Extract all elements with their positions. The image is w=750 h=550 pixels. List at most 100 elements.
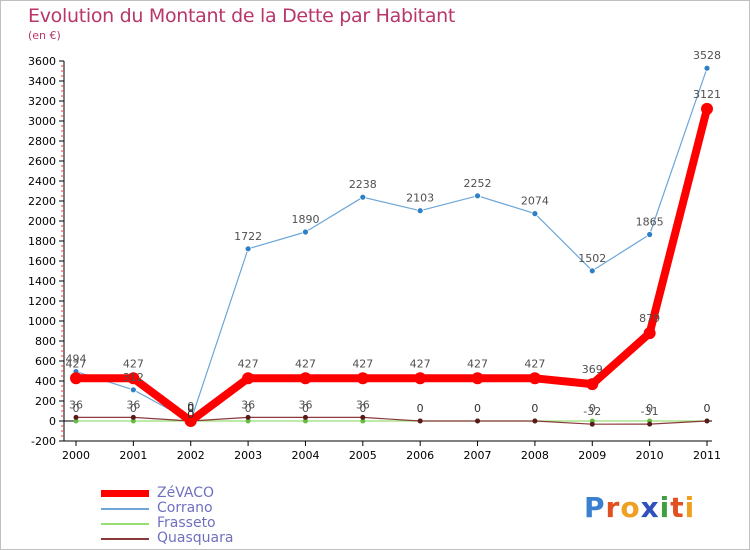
logo-letter: r	[605, 491, 621, 524]
data-label-frasseto: 0	[589, 402, 596, 415]
y-tick-label: 3400	[28, 75, 56, 88]
data-label-zvaco: 369	[582, 363, 603, 376]
data-point-frasseto	[73, 418, 79, 424]
data-label-quasquara: 36	[69, 398, 83, 411]
series-line-zvaco	[72, 104, 711, 425]
data-label-zvaco: 3121	[693, 88, 721, 101]
data-point-corrano	[588, 267, 596, 275]
y-tick-label: 1600	[28, 255, 56, 268]
legend-item-corrano: Corrano	[101, 501, 233, 516]
x-tick-label: 2001	[119, 449, 147, 462]
data-label-corrano: 2103	[406, 192, 434, 205]
data-label-corrano: 1865	[636, 216, 664, 229]
data-point-quasquara	[475, 418, 481, 424]
data-label-frasseto: 0	[73, 402, 80, 415]
data-point-zvaco	[643, 327, 656, 340]
data-point-zvaco	[414, 372, 427, 385]
data-label-frasseto: 0	[359, 402, 366, 415]
data-label-frasseto: 0	[245, 402, 252, 415]
data-point-corrano	[129, 386, 137, 394]
legend-label-zevaco: ZéVACO	[157, 485, 215, 501]
data-label-zvaco: 427	[524, 357, 545, 370]
logo-letter: P	[584, 491, 606, 524]
data-label-zero: 0	[531, 402, 538, 415]
data-label-corrano: 1890	[291, 213, 319, 226]
data-point-zvaco	[701, 102, 713, 115]
data-label-quasquara: 36	[126, 398, 140, 411]
data-point-corrano	[474, 192, 481, 200]
data-label-zero: 0	[417, 402, 424, 415]
y-tick-label: 2600	[28, 155, 56, 168]
data-label-corrano: 1502	[578, 252, 606, 265]
x-tick-label: 2003	[234, 449, 262, 462]
data-label-zvaco: 427	[352, 357, 373, 370]
x-tick-label: 2002	[177, 449, 205, 462]
data-label-zvaco: 0	[187, 400, 194, 413]
logo-letter: i	[659, 491, 671, 524]
data-point-zvaco	[127, 372, 140, 385]
data-label-frasseto: 0	[302, 402, 309, 415]
logo-letter: x	[640, 491, 660, 524]
data-point-corrano	[416, 207, 424, 215]
x-tick-label: 2004	[291, 449, 319, 462]
legend-swatch-zevaco	[101, 490, 149, 497]
data-point-corrano	[244, 245, 252, 253]
data-point-quasquara	[589, 421, 595, 427]
y-tick-label: 2800	[28, 135, 56, 148]
data-point-frasseto	[302, 418, 308, 424]
data-label-corrano: 2252	[464, 177, 492, 190]
data-point-zvaco	[184, 415, 197, 427]
data-point-quasquara	[245, 414, 251, 420]
data-point-quasquara	[417, 418, 423, 424]
data-label-zvaco: 427	[66, 357, 87, 370]
data-label-zero: 0	[474, 402, 481, 415]
y-tick-label: 2200	[28, 195, 56, 208]
data-point-zvaco	[471, 372, 484, 385]
legend: ZéVACO Corrano Frasseto Quasquara	[101, 486, 233, 546]
data-point-quasquara	[647, 421, 653, 427]
x-tick-label: 2000	[62, 449, 90, 462]
data-point-zvaco	[70, 372, 82, 385]
data-label-zvaco: 427	[238, 357, 259, 370]
y-tick-label: 1000	[28, 315, 56, 328]
data-point-corrano	[531, 210, 539, 218]
logo-letter: o	[620, 491, 641, 524]
x-tick-label: 2007	[464, 449, 492, 462]
x-tick-label: 2010	[636, 449, 664, 462]
data-label-quasquara: 36	[298, 398, 312, 411]
y-tick-label: 1800	[28, 235, 56, 248]
series-layer	[70, 64, 713, 427]
data-point-frasseto	[245, 418, 251, 424]
data-point-corrano	[359, 193, 367, 201]
data-label-quasquara: -31	[641, 405, 659, 418]
data-label-frasseto: 0	[646, 402, 653, 415]
y-tick-label: 3200	[28, 95, 56, 108]
x-tick-label: 2005	[349, 449, 377, 462]
data-point-frasseto	[130, 418, 136, 424]
data-point-zvaco	[586, 378, 599, 391]
y-tick-label: -200	[31, 435, 56, 448]
y-tick-label: 200	[35, 395, 56, 408]
proxiti-logo: Proxiti	[584, 491, 695, 524]
data-label-quasquara: 36	[241, 398, 255, 411]
data-point-zvaco	[528, 372, 541, 385]
legend-item-zevaco: ZéVACO	[101, 486, 233, 501]
data-label-zvaco: 879	[639, 312, 660, 325]
y-tick-label: 800	[35, 335, 56, 348]
data-point-zvaco	[242, 372, 255, 385]
data-label-zvaco: 427	[410, 357, 431, 370]
data-label-corrano: 3528	[693, 49, 721, 62]
x-tick-label: 2009	[578, 449, 606, 462]
y-tick-label: 2400	[28, 175, 56, 188]
data-point-quasquara	[360, 414, 366, 420]
logo-letter: t	[670, 491, 685, 524]
y-tick-label: 1400	[28, 275, 56, 288]
legend-label-corrano: Corrano	[157, 500, 213, 516]
data-point-zvaco	[299, 372, 312, 385]
chart-subtitle: (en €)	[28, 29, 61, 42]
data-point-corrano	[646, 231, 654, 238]
data-label-corrano: 2074	[521, 195, 549, 208]
chart-title: Evolution du Montant de la Dette par Hab…	[28, 5, 456, 27]
legend-swatch-frasseto	[101, 522, 149, 525]
